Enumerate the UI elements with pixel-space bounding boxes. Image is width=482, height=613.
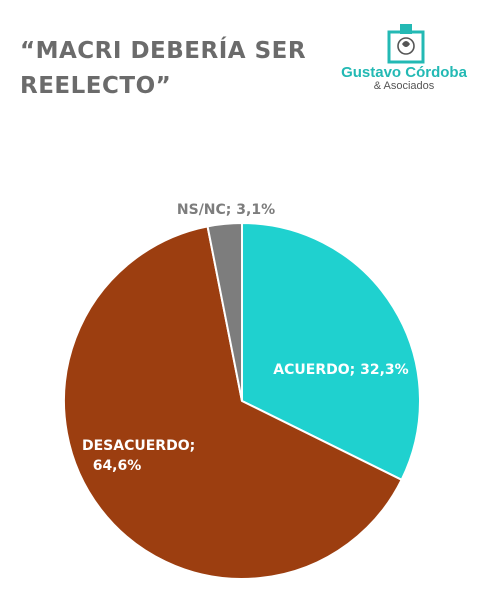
page-title: “MACRI DEBERÍA SER REELECTO” (20, 34, 320, 104)
ballot-box-icon (387, 24, 425, 64)
pie-slice-nsnc (206, 221, 243, 402)
company-logo: Gustavo Córdoba & Asociados (334, 22, 474, 97)
title-line-2: REELECTO” (20, 73, 172, 99)
pie-slice-acuerdo (241, 221, 421, 482)
data-label-desacuerdo: DESACUERDO; (82, 438, 195, 454)
data-label-desacuerdo-value: 64,6% (93, 458, 142, 474)
data-label-nsnc: NS/NC; 3,1% (177, 202, 275, 218)
pie-slice-desacuerdo (63, 225, 403, 580)
title-line-1: “MACRI DEBERÍA SER (20, 38, 307, 64)
logo-name: Gustavo Córdoba (341, 64, 467, 81)
logo-subtitle: & Asociados (373, 80, 435, 92)
data-label-acuerdo: ACUERDO; 32,3% (273, 362, 408, 378)
